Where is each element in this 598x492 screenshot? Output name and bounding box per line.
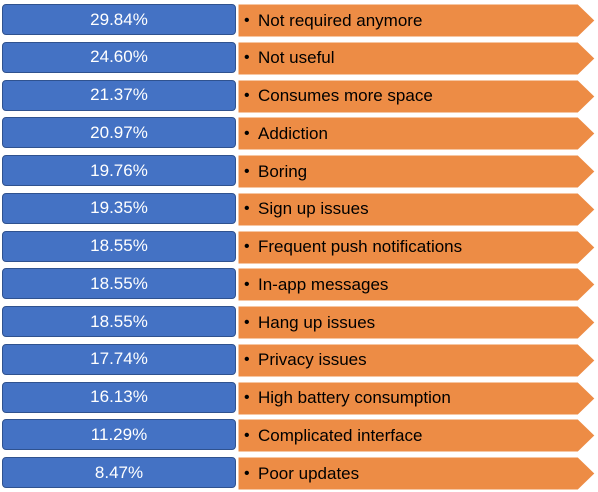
percentage-box: 18.55% [2, 268, 236, 300]
percentage-box: 8.47% [2, 457, 236, 488]
reason-row: 8.47% • Poor updates [0, 457, 598, 490]
percentage-box: 24.60% [2, 41, 236, 73]
reason-label: Addiction [258, 123, 328, 143]
arrow-shape [238, 381, 596, 415]
reason-label-wrap: • High battery consumption [244, 382, 451, 415]
reason-row: 19.35% • Sign up issues [0, 192, 598, 226]
reason-row: 18.55% • Hang up issues [0, 306, 598, 339]
bullet-icon: • [244, 200, 250, 218]
arrow-shape [238, 117, 596, 151]
percentage-box: 18.55% [2, 306, 236, 337]
reason-label: Sign up issues [258, 199, 369, 219]
reason-label: Consumes more space [258, 86, 433, 105]
reason-label: Hang up issues [258, 312, 376, 332]
arrow-shape [238, 41, 596, 75]
reason-label: Not useful [258, 48, 335, 68]
percentage-box: 16.13% [2, 381, 236, 413]
reason-label-wrap: • Sign up issues [244, 193, 369, 226]
reason-arrow: • Consumes more space [238, 79, 596, 113]
reason-label-wrap: • Not required anymore [244, 4, 422, 37]
bullet-icon: • [244, 162, 250, 180]
reason-label: Complicated interface [258, 425, 423, 445]
arrow-shape [238, 4, 596, 37]
percentage-box: 29.84% [2, 4, 236, 35]
percentage-box: 17.74% [2, 343, 236, 375]
reason-row: 21.37% • Consumes more space [0, 79, 598, 113]
bullet-icon: • [244, 351, 250, 369]
reason-label-wrap: • Complicated interface [244, 419, 422, 452]
reason-row: 20.97% • Addiction [0, 117, 598, 151]
reason-label: High battery consumption [258, 388, 451, 407]
reason-row: 17.74% • Privacy issues [0, 343, 598, 377]
bullet-icon: • [244, 313, 250, 331]
reason-label: Frequent push notifications [258, 237, 463, 256]
reason-label-wrap: • Not useful [244, 42, 335, 75]
bullet-icon: • [244, 275, 250, 293]
bullet-icon: • [244, 124, 250, 142]
reason-label-wrap: • Hang up issues [244, 306, 375, 339]
percentage-box: 18.55% [2, 230, 236, 262]
reason-label: Boring [258, 161, 308, 181]
reason-arrow: • Sign up issues [238, 192, 596, 226]
bullet-icon: • [244, 426, 250, 444]
arrow-shape [238, 306, 596, 339]
reason-arrow: • Boring [238, 155, 596, 188]
reason-arrow: • In-app messages [238, 268, 596, 302]
bullet-icon: • [244, 11, 250, 29]
reason-row: 16.13% • High battery consumption [0, 381, 598, 415]
reason-row: 19.76% • Boring [0, 155, 598, 188]
arrow-shape [238, 79, 596, 113]
bullet-icon: • [244, 389, 250, 406]
reason-arrow: • Addiction [238, 117, 596, 151]
reason-row: 18.55% • In-app messages [0, 268, 598, 302]
reason-label-wrap: • Boring [244, 155, 307, 188]
reason-label-wrap: • Poor updates [244, 457, 359, 490]
reason-label-wrap: • Consumes more space [244, 80, 433, 113]
reason-arrow: • Hang up issues [238, 306, 596, 339]
percentage-box: 11.29% [2, 419, 236, 451]
reason-arrow: • Not useful [238, 41, 596, 75]
reason-arrow: • Privacy issues [238, 343, 596, 377]
arrow-shape [238, 419, 596, 453]
arrow-shape [238, 343, 596, 377]
reason-arrow: • High battery consumption [238, 381, 596, 415]
bullet-icon: • [244, 49, 250, 67]
reason-row: 18.55% • Frequent push notifications [0, 230, 598, 264]
reason-label: In-app messages [258, 274, 389, 294]
reason-label: Privacy issues [258, 350, 367, 370]
bullet-icon: • [244, 238, 250, 255]
percentage-box: 20.97% [2, 117, 236, 149]
arrow-shape [238, 192, 596, 226]
reason-label-wrap: • In-app messages [244, 268, 388, 301]
arrow-shape [238, 268, 596, 302]
arrow-shape [238, 457, 596, 490]
bullet-icon: • [244, 464, 250, 482]
percentage-box: 19.35% [2, 192, 236, 224]
arrow-shape [238, 155, 596, 188]
reason-label-wrap: • Frequent push notifications [244, 231, 462, 264]
reason-row: 24.60% • Not useful [0, 41, 598, 75]
percentage-box: 19.76% [2, 155, 236, 186]
reason-label-wrap: • Addiction [244, 117, 328, 150]
reason-row: 29.84% • Not required anymore [0, 4, 598, 37]
percentage-box: 21.37% [2, 79, 236, 111]
bullet-icon: • [244, 87, 250, 104]
reason-label: Not required anymore [258, 10, 423, 30]
reason-arrow: • Poor updates [238, 457, 596, 490]
reason-arrow: • Frequent push notifications [238, 230, 596, 264]
reason-arrow: • Not required anymore [238, 4, 596, 37]
arrow-shape [238, 230, 596, 264]
reason-arrow: • Complicated interface [238, 419, 596, 453]
reason-label: Poor updates [258, 463, 360, 483]
reason-label-wrap: • Privacy issues [244, 344, 367, 377]
reason-row: 11.29% • Complicated interface [0, 419, 598, 453]
